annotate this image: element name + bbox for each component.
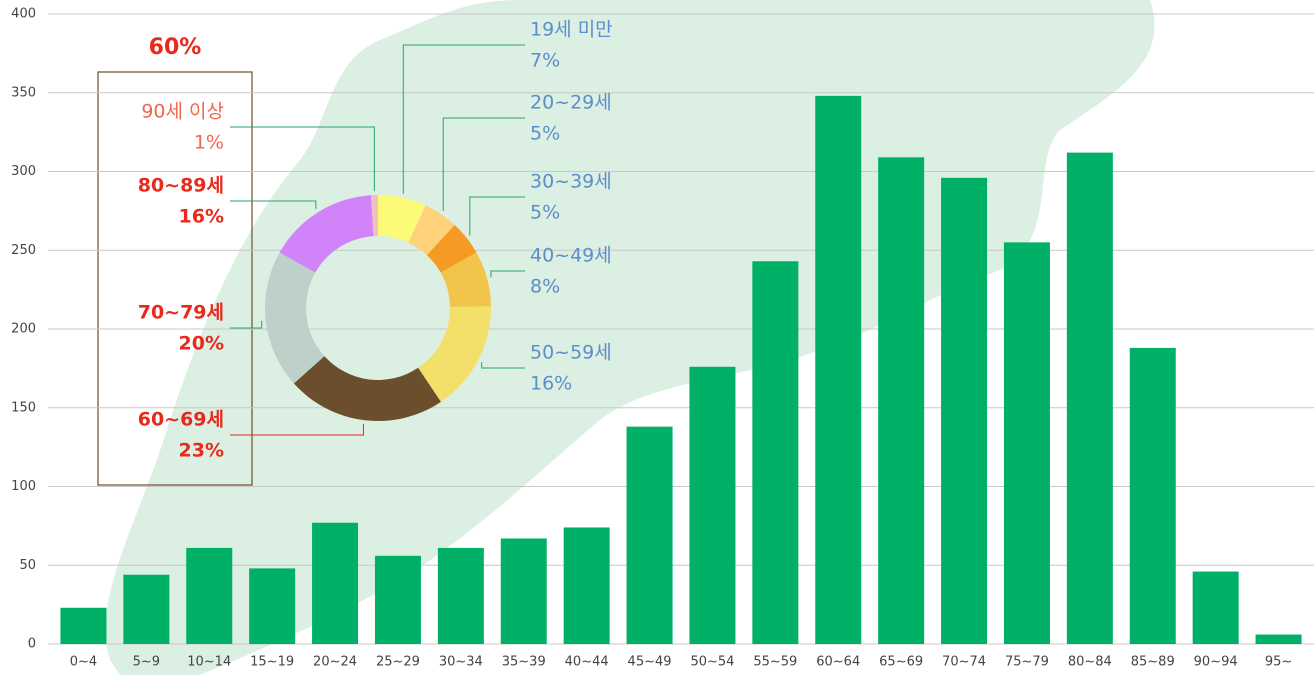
- x-tick-label: 60~64: [816, 655, 860, 670]
- bar: [626, 426, 673, 644]
- donut-slice: [378, 195, 426, 243]
- x-tick-label: 15~19: [250, 655, 294, 670]
- slice-label: 80~89세: [138, 175, 224, 197]
- slice-value-label: 7%: [530, 50, 560, 72]
- slice-value-label: 23%: [179, 440, 224, 462]
- slice-label: 90세 이상: [141, 101, 224, 123]
- x-tick-label: 90~94: [1194, 655, 1238, 670]
- donut-slice: [440, 252, 491, 307]
- x-tick-label: 75~79: [1005, 655, 1049, 670]
- donut-slice: [408, 205, 455, 256]
- bar: [1129, 347, 1176, 644]
- slice-label: 20~29세: [530, 92, 612, 114]
- slice-value-label: 16%: [179, 206, 224, 228]
- slice-label: 40~49세: [530, 245, 612, 267]
- bar: [752, 261, 799, 644]
- x-tick-label: 55~59: [753, 655, 797, 670]
- bar: [878, 157, 925, 644]
- leader-line: [469, 196, 525, 236]
- x-tick-label: 65~69: [879, 655, 923, 670]
- bar: [60, 607, 107, 644]
- leader-line: [481, 362, 525, 369]
- bar: [312, 522, 359, 644]
- x-tick-label: 0~4: [70, 655, 97, 670]
- leader-line: [230, 126, 375, 192]
- slice-value-label: 1%: [194, 132, 224, 154]
- x-tick-label: 5~9: [133, 655, 160, 670]
- y-tick-label: 400: [11, 7, 36, 22]
- slice-value-label: 5%: [530, 202, 560, 224]
- x-tick-label: 85~89: [1131, 655, 1175, 670]
- donut-slice: [418, 306, 491, 402]
- slice-value-label: 20%: [179, 333, 224, 355]
- y-tick-label: 250: [11, 243, 36, 258]
- y-tick-label: 50: [19, 558, 36, 573]
- y-tick-label: 200: [11, 322, 36, 337]
- x-tick-label: 45~49: [628, 655, 672, 670]
- x-tick-label: 80~84: [1068, 655, 1112, 670]
- bar: [374, 555, 421, 644]
- slice-label: 60~69세: [138, 409, 224, 431]
- x-tick-label: 35~39: [502, 655, 546, 670]
- slice-label: 30~39세: [530, 171, 612, 193]
- x-tick-label: 50~54: [690, 655, 734, 670]
- donut-slice: [264, 252, 325, 384]
- donut-slice: [279, 195, 374, 273]
- bar: [186, 547, 233, 644]
- x-tick-label: 10~14: [187, 655, 231, 670]
- donut-slice: [370, 195, 378, 237]
- y-tick-label: 0: [28, 637, 36, 652]
- leader-line: [402, 44, 525, 194]
- leader-line: [490, 270, 525, 278]
- bar: [1192, 571, 1239, 644]
- y-tick-label: 300: [11, 164, 36, 179]
- leader-line: [230, 424, 364, 436]
- x-tick-label: 30~34: [439, 655, 483, 670]
- bar: [689, 366, 736, 644]
- leader-line: [442, 117, 525, 211]
- x-tick-label: 70~74: [942, 655, 986, 670]
- annotation: 60%: [149, 35, 202, 60]
- y-tick-label: 100: [11, 479, 36, 494]
- bar: [1003, 242, 1050, 644]
- bar: [1255, 634, 1302, 644]
- highlight-box: [97, 71, 253, 486]
- y-tick-label: 150: [11, 400, 36, 415]
- y-tick-label: 350: [11, 85, 36, 100]
- slice-label: 70~79세: [138, 302, 224, 324]
- donut-slice: [293, 356, 441, 421]
- donut-slice: [426, 225, 477, 273]
- x-tick-label: 25~29: [376, 655, 420, 670]
- bar: [1066, 152, 1113, 644]
- slice-label: 50~59세: [530, 342, 612, 364]
- bar: [563, 527, 610, 644]
- bar: [437, 547, 484, 644]
- slice-value-label: 16%: [530, 373, 572, 395]
- bar: [123, 574, 170, 644]
- bar: [500, 538, 547, 644]
- leader-line: [230, 200, 317, 209]
- slice-value-label: 5%: [530, 123, 560, 145]
- x-tick-label: 20~24: [313, 655, 357, 670]
- slice-label: 19세 미만: [530, 19, 613, 41]
- x-tick-label: 40~44: [565, 655, 609, 670]
- bar: [941, 177, 988, 645]
- bar: [249, 568, 296, 644]
- slice-value-label: 8%: [530, 276, 560, 298]
- bar: [815, 95, 862, 644]
- leader-line: [230, 320, 263, 329]
- x-tick-label: 95~: [1265, 655, 1292, 670]
